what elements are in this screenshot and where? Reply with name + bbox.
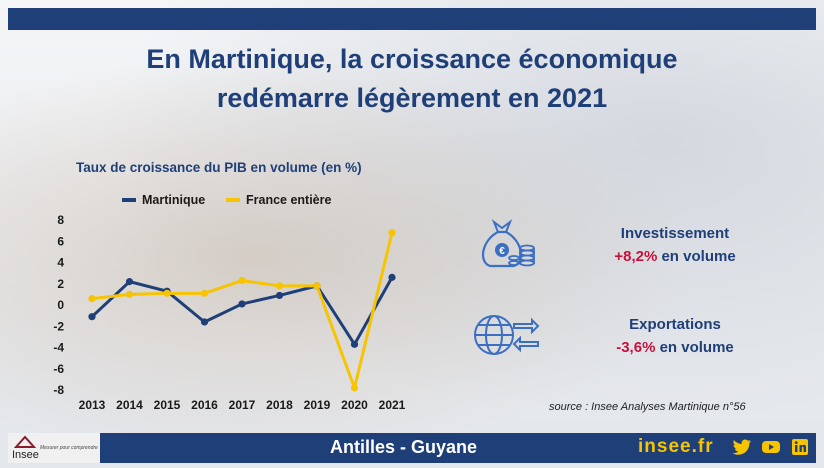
data-point [350,384,359,392]
y-tick-label: -2 [53,319,64,333]
site-link[interactable]: insee.fr [638,436,714,457]
globe-arrows-icon [474,315,540,355]
legend-label-1: France entière [246,193,332,207]
title-line-1: En Martinique, la croissance économique [146,44,678,74]
logo-text: Insee [12,449,39,461]
y-tick-label: 2 [57,277,64,291]
data-point [125,278,134,286]
logo-tagline: Mesurer pour comprendre [40,445,98,451]
data-point [88,295,96,303]
x-tick-label: 2017 [229,398,256,412]
x-tick-label: 2015 [154,398,181,412]
growth-chart: Martinique France entière 8 6 4 2 0 -2 -4 -6 -8 2… [53,193,406,412]
kpi-investissement: Investissement +8,2% en volume [590,222,760,268]
data-point [313,282,321,290]
chart-series [88,229,396,392]
kpi-exportations-line: -3,6% en volume [590,336,760,359]
x-axis: 2013 2014 2015 2016 2017 2018 2019 2020 2021 [79,398,406,412]
y-tick-label: 0 [57,298,64,312]
kpi-investissement-value: +8,2% [614,248,658,265]
data-point [238,300,246,308]
x-tick-label: 2016 [191,398,218,412]
y-tick-label: -4 [53,341,64,355]
page-title: En Martinique, la croissance économique … [0,40,824,118]
data-point [388,273,396,281]
data-point [238,276,246,285]
data-point [275,291,284,300]
x-tick-label: 2018 [266,398,293,412]
kpi-investissement-suffix: en volume [661,248,736,265]
y-tick-label: 6 [57,234,64,248]
y-tick-label: 8 [57,213,64,227]
y-axis: 8 6 4 2 0 -2 -4 -6 -8 [53,213,64,397]
chart-legend: Martinique France entière [122,193,332,207]
twitter-icon[interactable] [732,438,752,456]
data-point [388,229,396,237]
x-tick-label: 2020 [341,398,368,412]
data-point [163,289,171,297]
data-point [200,289,209,297]
title-line-2: redémarre légèrement en 2021 [216,83,608,113]
svg-text:€: € [499,246,505,257]
x-tick-label: 2013 [79,398,106,412]
kpi-exportations: Exportations -3,6% en volume [590,313,760,359]
x-tick-label: 2014 [116,398,143,412]
data-point [125,290,134,298]
data-point [200,318,209,326]
x-tick-label: 2019 [304,398,331,412]
y-tick-label: -8 [53,383,64,397]
kpi-investissement-label: Investissement [620,225,730,242]
data-point [275,282,284,290]
top-bar [8,8,816,30]
kpi-exportations-suffix: en volume [659,339,734,356]
insee-logo-mark-icon [14,435,36,448]
y-tick-label: 4 [57,256,64,270]
region-label: Antilles - Guyane [330,437,478,457]
data-point [350,340,359,348]
x-tick-label: 2021 [379,398,406,412]
money-bag-icon: € [481,219,535,268]
youtube-icon[interactable] [761,438,781,456]
linkedin-icon[interactable] [790,438,810,456]
data-point [88,313,96,321]
kpi-investissement-line: +8,2% en volume [590,245,760,268]
legend-label-0: Martinique [142,193,205,207]
chart-title: Taux de croissance du PIB en volume (en … [76,160,362,175]
series-line-0 [90,276,394,346]
kpi-exportations-label: Exportations [629,316,721,333]
kpi-exportations-value: -3,6% [616,339,656,356]
footer-bar [8,433,816,463]
source-note: source : Insee Analyses Martinique n°56 [549,401,746,413]
y-tick-label: -6 [53,362,64,376]
series-line-1 [91,232,394,390]
